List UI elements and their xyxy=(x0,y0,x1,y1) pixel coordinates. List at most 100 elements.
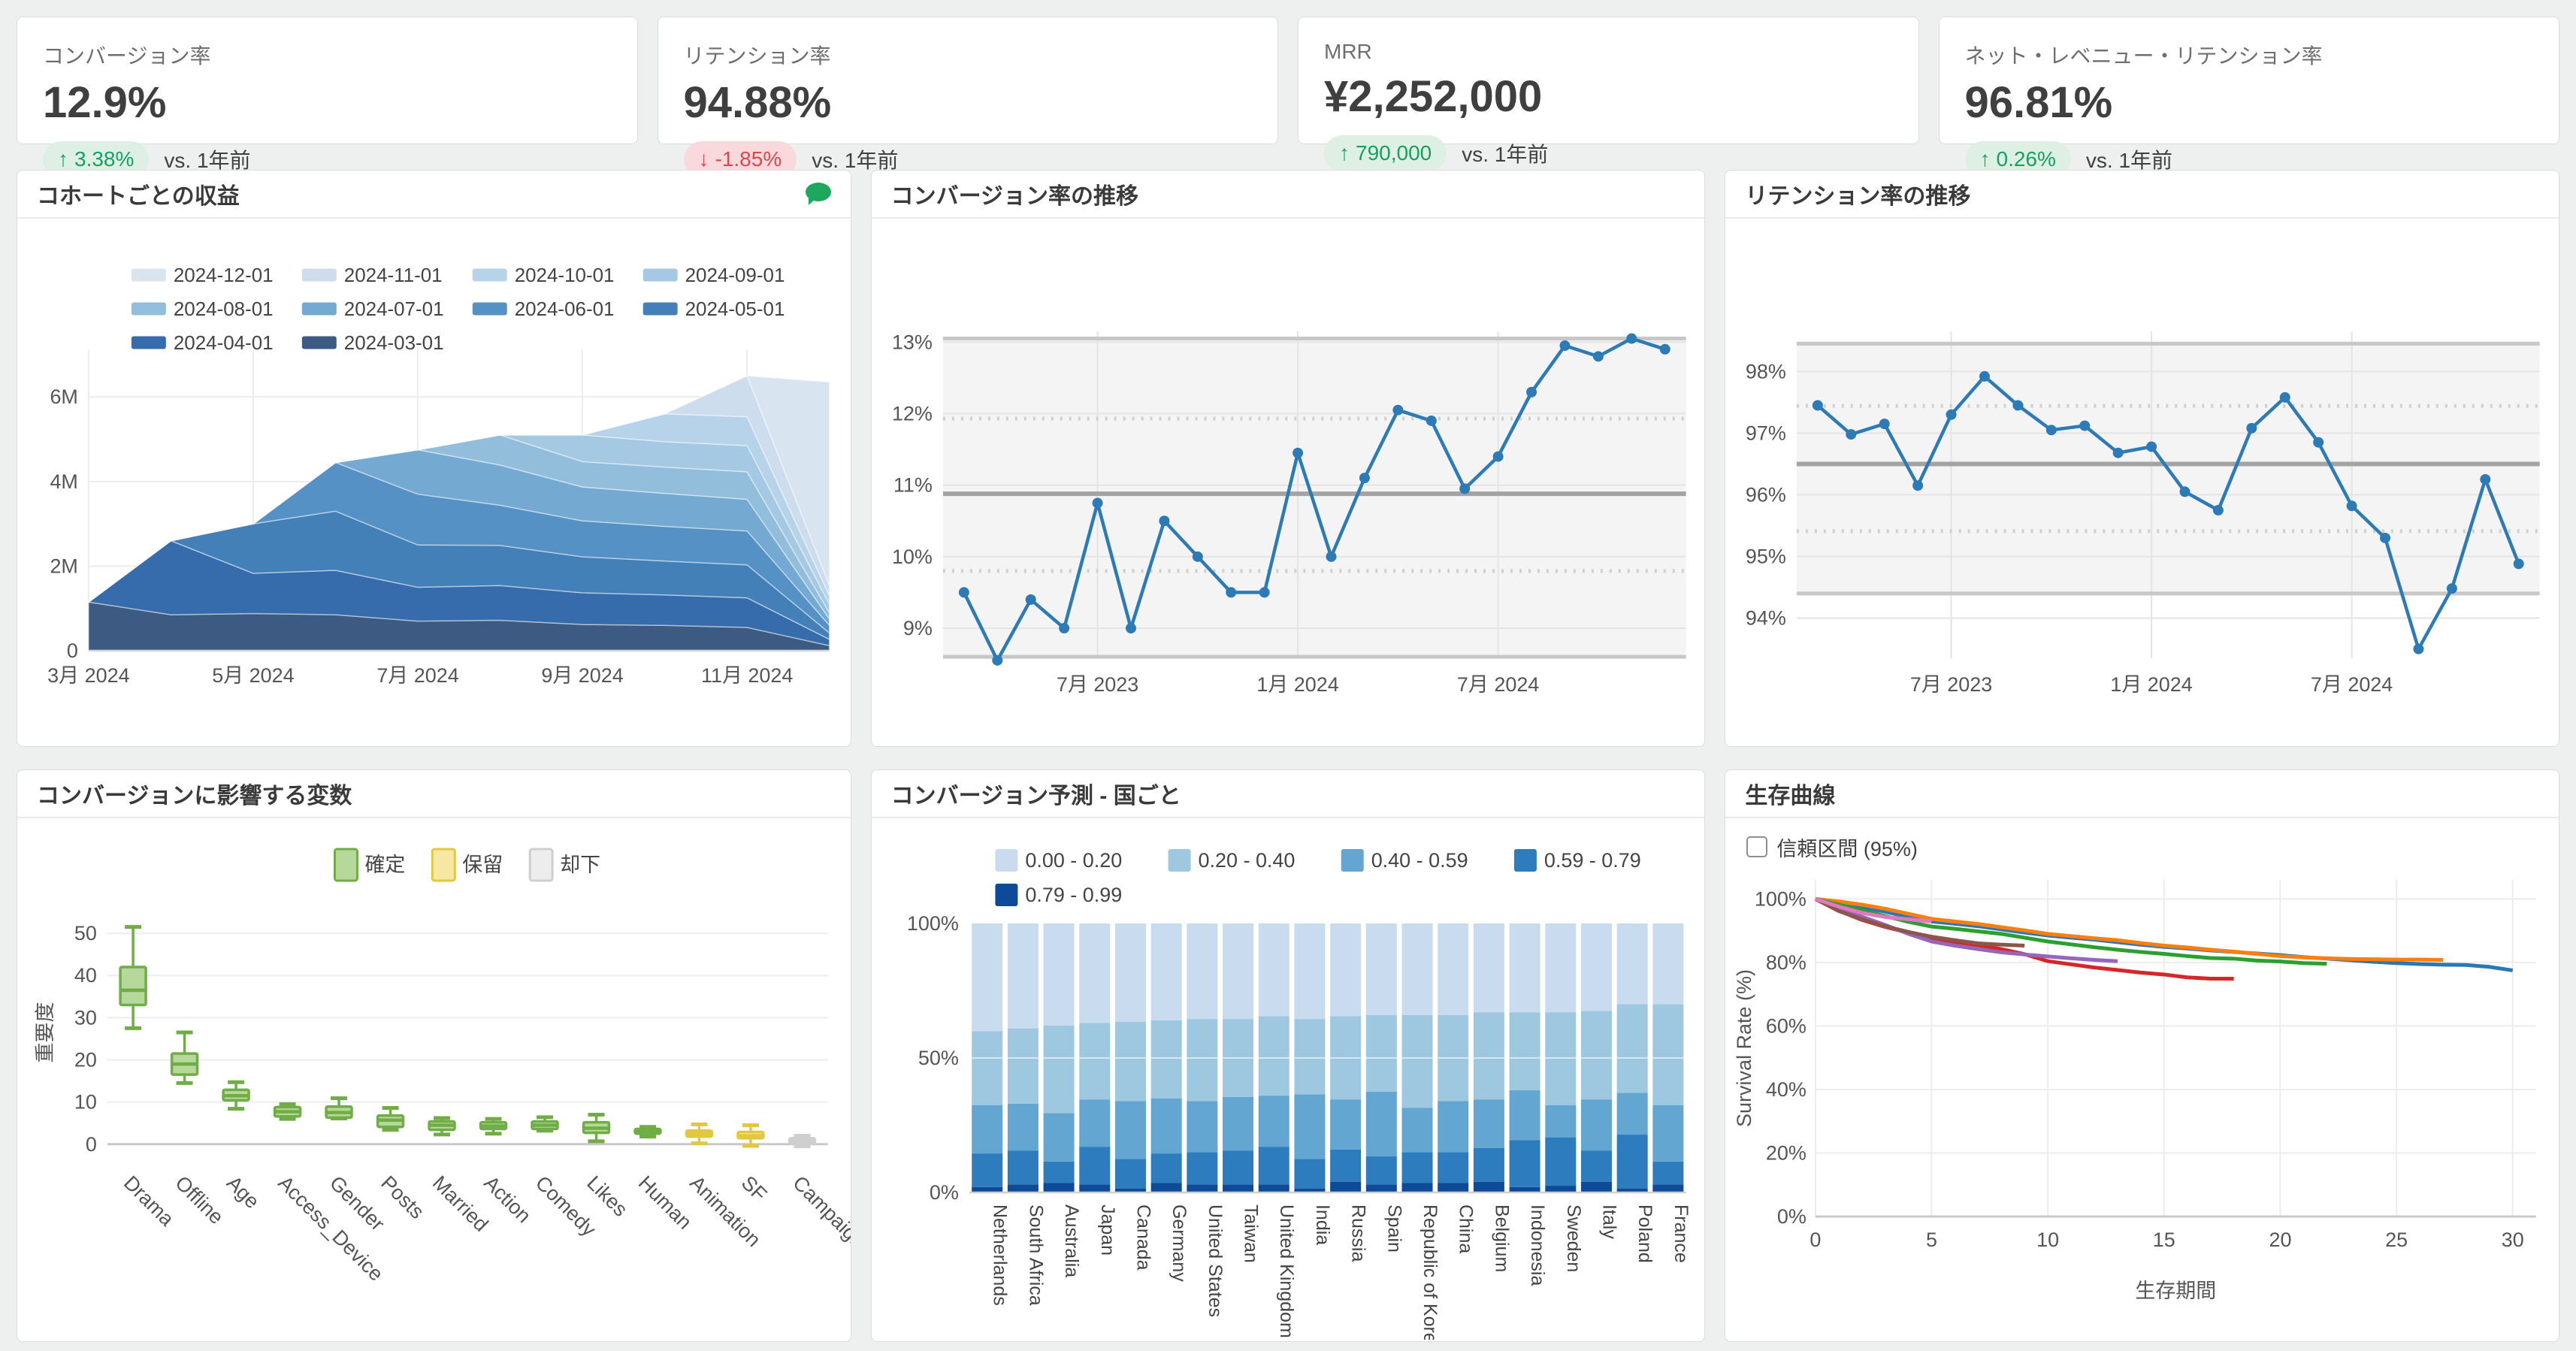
confidence-interval-checkbox[interactable] xyxy=(1746,836,1768,857)
kpi-card-4: ネット・レベニュー・リテンション率 96.81% ↑ 0.26% vs. 1年前 xyxy=(1938,17,2559,177)
panel-title: コンバージョン予測 - 国ごと xyxy=(890,784,1181,808)
svg-text:95%: 95% xyxy=(1746,546,1786,568)
svg-text:7月 2024: 7月 2024 xyxy=(376,664,458,687)
kpi-comparison-label: vs. 1年前 xyxy=(1462,143,1549,166)
x-axis-label: Sweden xyxy=(1562,1204,1583,1272)
bar-Indonesia xyxy=(1509,923,1540,1192)
svg-text:保留: 保留 xyxy=(462,854,503,876)
legend-item[interactable]: 2024-05-01 xyxy=(642,298,785,320)
x-axis-label: India xyxy=(1312,1204,1333,1245)
svg-text:2024-03-01: 2024-03-01 xyxy=(344,331,444,354)
legend-item[interactable]: 0.40 - 0.59 xyxy=(1341,849,1468,872)
panel-conversion-forecast: コンバージョン予測 - 国ごと 0% 50% 100% Netherlands Sout… xyxy=(870,769,1706,1342)
kpi-row: コンバージョン率 12.9% ↑ 3.38% vs. 1年前 リテンション率 94.88% ↓… xyxy=(17,17,2559,177)
panel-body: 0% 50% 100% Netherlands South Africa Australi… xyxy=(872,818,1705,1340)
data-point xyxy=(991,654,1002,666)
kpi-card-1: コンバージョン率 12.9% ↑ 3.38% vs. 1年前 xyxy=(17,17,638,177)
legend-item[interactable]: 0.59 - 0.79 xyxy=(1513,849,1641,872)
data-point xyxy=(1846,429,1857,440)
legend-item[interactable]: 2024-09-01 xyxy=(642,264,785,286)
data-point xyxy=(2480,473,2491,485)
panel-header: コホートごとの収益 xyxy=(17,171,851,219)
box-Access_Device xyxy=(273,1102,302,1121)
data-point xyxy=(1879,419,1891,430)
svg-text:20: 20 xyxy=(74,1048,97,1071)
svg-text:0.59 - 0.79: 0.59 - 0.79 xyxy=(1544,849,1641,872)
bar-Republic of Korea xyxy=(1401,923,1433,1192)
legend-item[interactable]: 確定 xyxy=(333,848,405,882)
legend-item[interactable]: 却下 xyxy=(528,848,600,882)
svg-text:確定: 確定 xyxy=(364,854,405,876)
svg-text:11月 2024: 11月 2024 xyxy=(701,664,793,687)
box-Married xyxy=(428,1116,456,1137)
data-point xyxy=(1459,483,1470,494)
svg-text:2024-08-01: 2024-08-01 xyxy=(174,298,274,320)
svg-text:2024-09-01: 2024-09-01 xyxy=(685,264,785,286)
legend-item[interactable]: 2024-12-01 xyxy=(131,264,274,286)
svg-text:40: 40 xyxy=(74,964,97,987)
legend-item[interactable]: 0.20 - 0.40 xyxy=(1168,849,1295,872)
x-axis-label: Netherlands xyxy=(989,1204,1010,1306)
legend-item[interactable]: 2024-10-01 xyxy=(472,264,615,286)
legend-item[interactable]: 2024-03-01 xyxy=(301,331,444,354)
legend-item[interactable]: 2024-06-01 xyxy=(472,298,615,320)
legend-item[interactable]: 0.79 - 0.99 xyxy=(995,884,1122,906)
arrow-up-icon: ↑ xyxy=(58,147,68,171)
kpi-label: リテンション率 xyxy=(683,44,831,68)
kpi-comparison-label: vs. 1年前 xyxy=(164,149,251,172)
svg-text:30: 30 xyxy=(2502,1229,2524,1251)
bar-Germany xyxy=(1150,923,1182,1192)
x-axis-label: Canada xyxy=(1132,1204,1153,1271)
area-series-2024-10-01 xyxy=(88,413,830,605)
x-axis-label: China xyxy=(1455,1204,1476,1253)
svg-text:1月 2024: 1月 2024 xyxy=(1256,673,1338,696)
data-point xyxy=(1392,404,1403,416)
bar-Japan xyxy=(1078,923,1110,1192)
panel-cohort-revenue: コホートごとの収益 0 2M 4M 6M 3月 2024 5月 2024 7月 2024 9月… xyxy=(17,170,851,747)
legend-item[interactable]: 2024-07-01 xyxy=(301,298,444,320)
svg-text:9月 2024: 9月 2024 xyxy=(541,664,623,687)
legend-item[interactable]: 2024-11-01 xyxy=(301,264,443,286)
data-point xyxy=(1625,333,1637,344)
panel-survival-curves: 生存曲線 信頼区間 (95%) 0 5 10 15 20 25 30 0% 20% 40% 60% 8… xyxy=(1725,769,2559,1342)
legend-item[interactable]: 2024-08-01 xyxy=(131,298,274,320)
legend-item[interactable]: 保留 xyxy=(431,848,503,882)
kpi-delta-value: 3.38% xyxy=(74,147,135,171)
svg-text:0%: 0% xyxy=(1777,1205,1807,1228)
area-series-2024-04-01 xyxy=(87,539,830,647)
data-point xyxy=(2112,447,2124,458)
legend-item[interactable]: 0.00 - 0.20 xyxy=(995,849,1122,872)
svg-text:20%: 20% xyxy=(1766,1141,1807,1164)
data-point xyxy=(1592,351,1604,362)
data-point xyxy=(1659,343,1670,355)
svg-text:50: 50 xyxy=(74,922,97,944)
bar-Netherlands xyxy=(971,923,1002,1192)
data-point xyxy=(2346,500,2357,512)
x-axis-label: Poland xyxy=(1634,1204,1655,1263)
area-series-2024-09-01 xyxy=(88,434,830,615)
kpi-card-2: リテンション率 94.88% ↓ -1.85% vs. 1年前 xyxy=(657,17,1278,177)
bar-Canada xyxy=(1114,923,1146,1192)
data-point xyxy=(1525,386,1537,397)
svg-text:10%: 10% xyxy=(892,546,933,568)
panel-body: 0 2M 4M 6M 3月 2024 5月 2024 7月 2024 9月 2024 11月 2… xyxy=(17,219,851,745)
kpi-delta-value: 0.26% xyxy=(1996,147,2056,171)
svg-text:2024-07-01: 2024-07-01 xyxy=(344,298,444,320)
panel-title: リテンション率の推移 xyxy=(1745,184,1971,209)
y-axis-title: Survival Rate (%) xyxy=(1733,969,1755,1127)
data-point xyxy=(2313,437,2324,448)
panel-header: コンバージョン率の推移 xyxy=(871,171,1705,219)
kpi-value: 96.81% xyxy=(1964,78,2113,127)
data-point xyxy=(1058,623,1069,634)
panel-body: 9% 10% 11% 12% 13% 7月 2023 1月 2024 7月 2024 xyxy=(872,219,1705,745)
confidence-interval-row: 信頼区間 (95%) xyxy=(1725,818,2559,863)
data-point xyxy=(2012,400,2024,411)
comment-bubble-icon[interactable] xyxy=(805,183,831,205)
bar-Belgium xyxy=(1473,923,1504,1192)
legend-item[interactable]: 2024-04-01 xyxy=(131,331,274,354)
panel-conversion-trend: コンバージョン率の推移 9% 10% 11% 12% 13% 7月 2023 1月 2024… xyxy=(870,170,1706,747)
area-series-2024-07-01 xyxy=(88,449,830,627)
svg-text:5月 2024: 5月 2024 xyxy=(212,664,294,687)
svg-text:100%: 100% xyxy=(1755,887,1807,910)
